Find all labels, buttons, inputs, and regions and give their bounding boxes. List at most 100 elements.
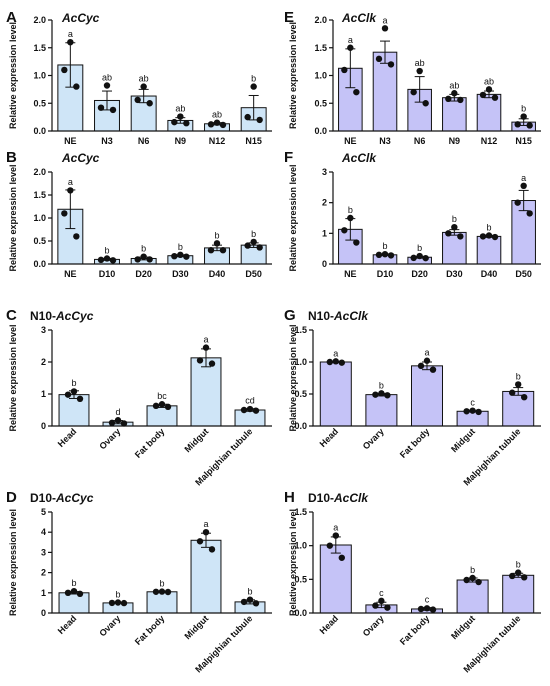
data-point — [410, 88, 417, 96]
bar — [410, 365, 444, 427]
y-tick-label: 0 — [322, 259, 327, 269]
data-point — [240, 406, 248, 414]
y-tick-label: 1 — [41, 588, 46, 598]
y-tick-label: 1.0 — [294, 541, 307, 551]
y-tick-label: 1.5 — [33, 43, 46, 53]
significance-letter: ab — [212, 110, 222, 120]
panel-letter: F — [284, 149, 293, 166]
y-tick-label: 3 — [41, 547, 46, 557]
data-point — [353, 239, 360, 246]
significance-letter: b — [104, 245, 109, 255]
y-tick-label: 0.5 — [294, 574, 307, 584]
y-tick-label: 1 — [322, 228, 327, 238]
data-point — [417, 362, 425, 370]
y-axis-label: Relative expression level — [8, 164, 18, 271]
data-point — [479, 91, 487, 99]
data-point — [114, 417, 122, 424]
chart-G: Relative expression level a Head b Ovary a Fat… — [288, 324, 541, 488]
bar — [502, 574, 535, 614]
data-point — [109, 106, 117, 114]
panel-letter: D — [6, 489, 17, 506]
data-point — [152, 588, 160, 595]
significance-letter: a — [382, 15, 387, 25]
data-point — [509, 572, 516, 580]
chart-F: Relative expression level b NE b D10 b D20 b D30… — [288, 164, 541, 279]
data-point — [410, 254, 417, 262]
significance-letter: ab — [139, 74, 149, 84]
x-tick-label: D10 — [377, 269, 394, 279]
data-point — [146, 100, 153, 107]
x-tick-label: N12 — [481, 136, 498, 146]
data-point — [332, 358, 339, 365]
data-point — [338, 359, 345, 366]
data-point — [208, 360, 216, 367]
significance-letter: a — [333, 523, 338, 533]
data-point — [196, 357, 204, 364]
y-tick-label: 4 — [41, 527, 46, 537]
y-axis-label: Relative expression level — [288, 164, 298, 271]
data-point — [326, 358, 333, 366]
data-point — [134, 96, 141, 104]
x-tick-label: Fat body — [398, 613, 432, 647]
data-point — [76, 395, 84, 402]
y-tick-label: 1.5 — [314, 43, 327, 53]
significance-letter: b — [382, 241, 387, 251]
significance-letter: ab — [415, 58, 425, 68]
data-point — [207, 247, 215, 254]
data-point — [378, 390, 385, 397]
panel-C-header: C N10-AcCyc — [6, 307, 94, 324]
data-point — [61, 210, 68, 217]
data-point — [158, 401, 166, 408]
y-axis-label: Relative expression level — [288, 509, 298, 616]
x-tick-label: Head — [56, 613, 79, 636]
significance-letter: b — [115, 589, 120, 599]
data-point — [387, 252, 395, 259]
bar — [234, 409, 266, 427]
data-point — [485, 232, 493, 239]
chart-B: Relative expression level a NE b D10 b D20 b D30… — [8, 164, 272, 279]
data-point — [514, 121, 521, 128]
panel-letter: G — [284, 307, 296, 324]
significance-letter: a — [203, 519, 208, 529]
y-tick-label: 0.5 — [314, 98, 327, 108]
x-tick-label: Ovary — [97, 613, 122, 638]
y-tick-label: 5 — [41, 507, 46, 517]
data-point — [134, 256, 141, 263]
data-point — [196, 538, 204, 545]
significance-letter: ab — [449, 80, 459, 90]
y-tick-label: 1.5 — [294, 507, 307, 517]
data-point — [332, 532, 339, 539]
data-point — [171, 118, 178, 126]
data-point — [375, 55, 383, 63]
data-point — [451, 90, 458, 97]
significance-letter: b — [516, 371, 521, 381]
x-tick-label: Ovary — [97, 426, 122, 451]
axes — [51, 172, 272, 265]
data-point — [381, 250, 389, 258]
significance-letter: b — [470, 565, 475, 575]
panel-A-header: A AcCyc — [6, 9, 100, 26]
data-point — [114, 599, 122, 606]
y-axis-label: Relative expression level — [8, 22, 18, 129]
y-tick-label: 0.0 — [33, 126, 46, 136]
data-point — [183, 253, 190, 260]
data-point — [475, 578, 482, 586]
bar — [146, 405, 178, 427]
significance-letter: c — [379, 588, 384, 598]
data-point — [108, 599, 116, 607]
chart-title: D10-AcCyc — [30, 491, 94, 505]
data-point — [423, 605, 431, 612]
y-tick-label: 2 — [41, 568, 46, 578]
significance-letter: b — [71, 378, 76, 388]
panel-letter: B — [6, 149, 17, 166]
x-tick-label: D30 — [446, 269, 463, 279]
data-point — [475, 408, 482, 416]
significance-letter: a — [424, 348, 429, 358]
significance-letter: b — [71, 578, 76, 588]
significance-letter: b — [251, 74, 256, 84]
significance-letter: a — [521, 173, 526, 183]
data-point — [246, 405, 254, 413]
data-point — [146, 256, 153, 263]
x-tick-label: D20 — [135, 269, 152, 279]
